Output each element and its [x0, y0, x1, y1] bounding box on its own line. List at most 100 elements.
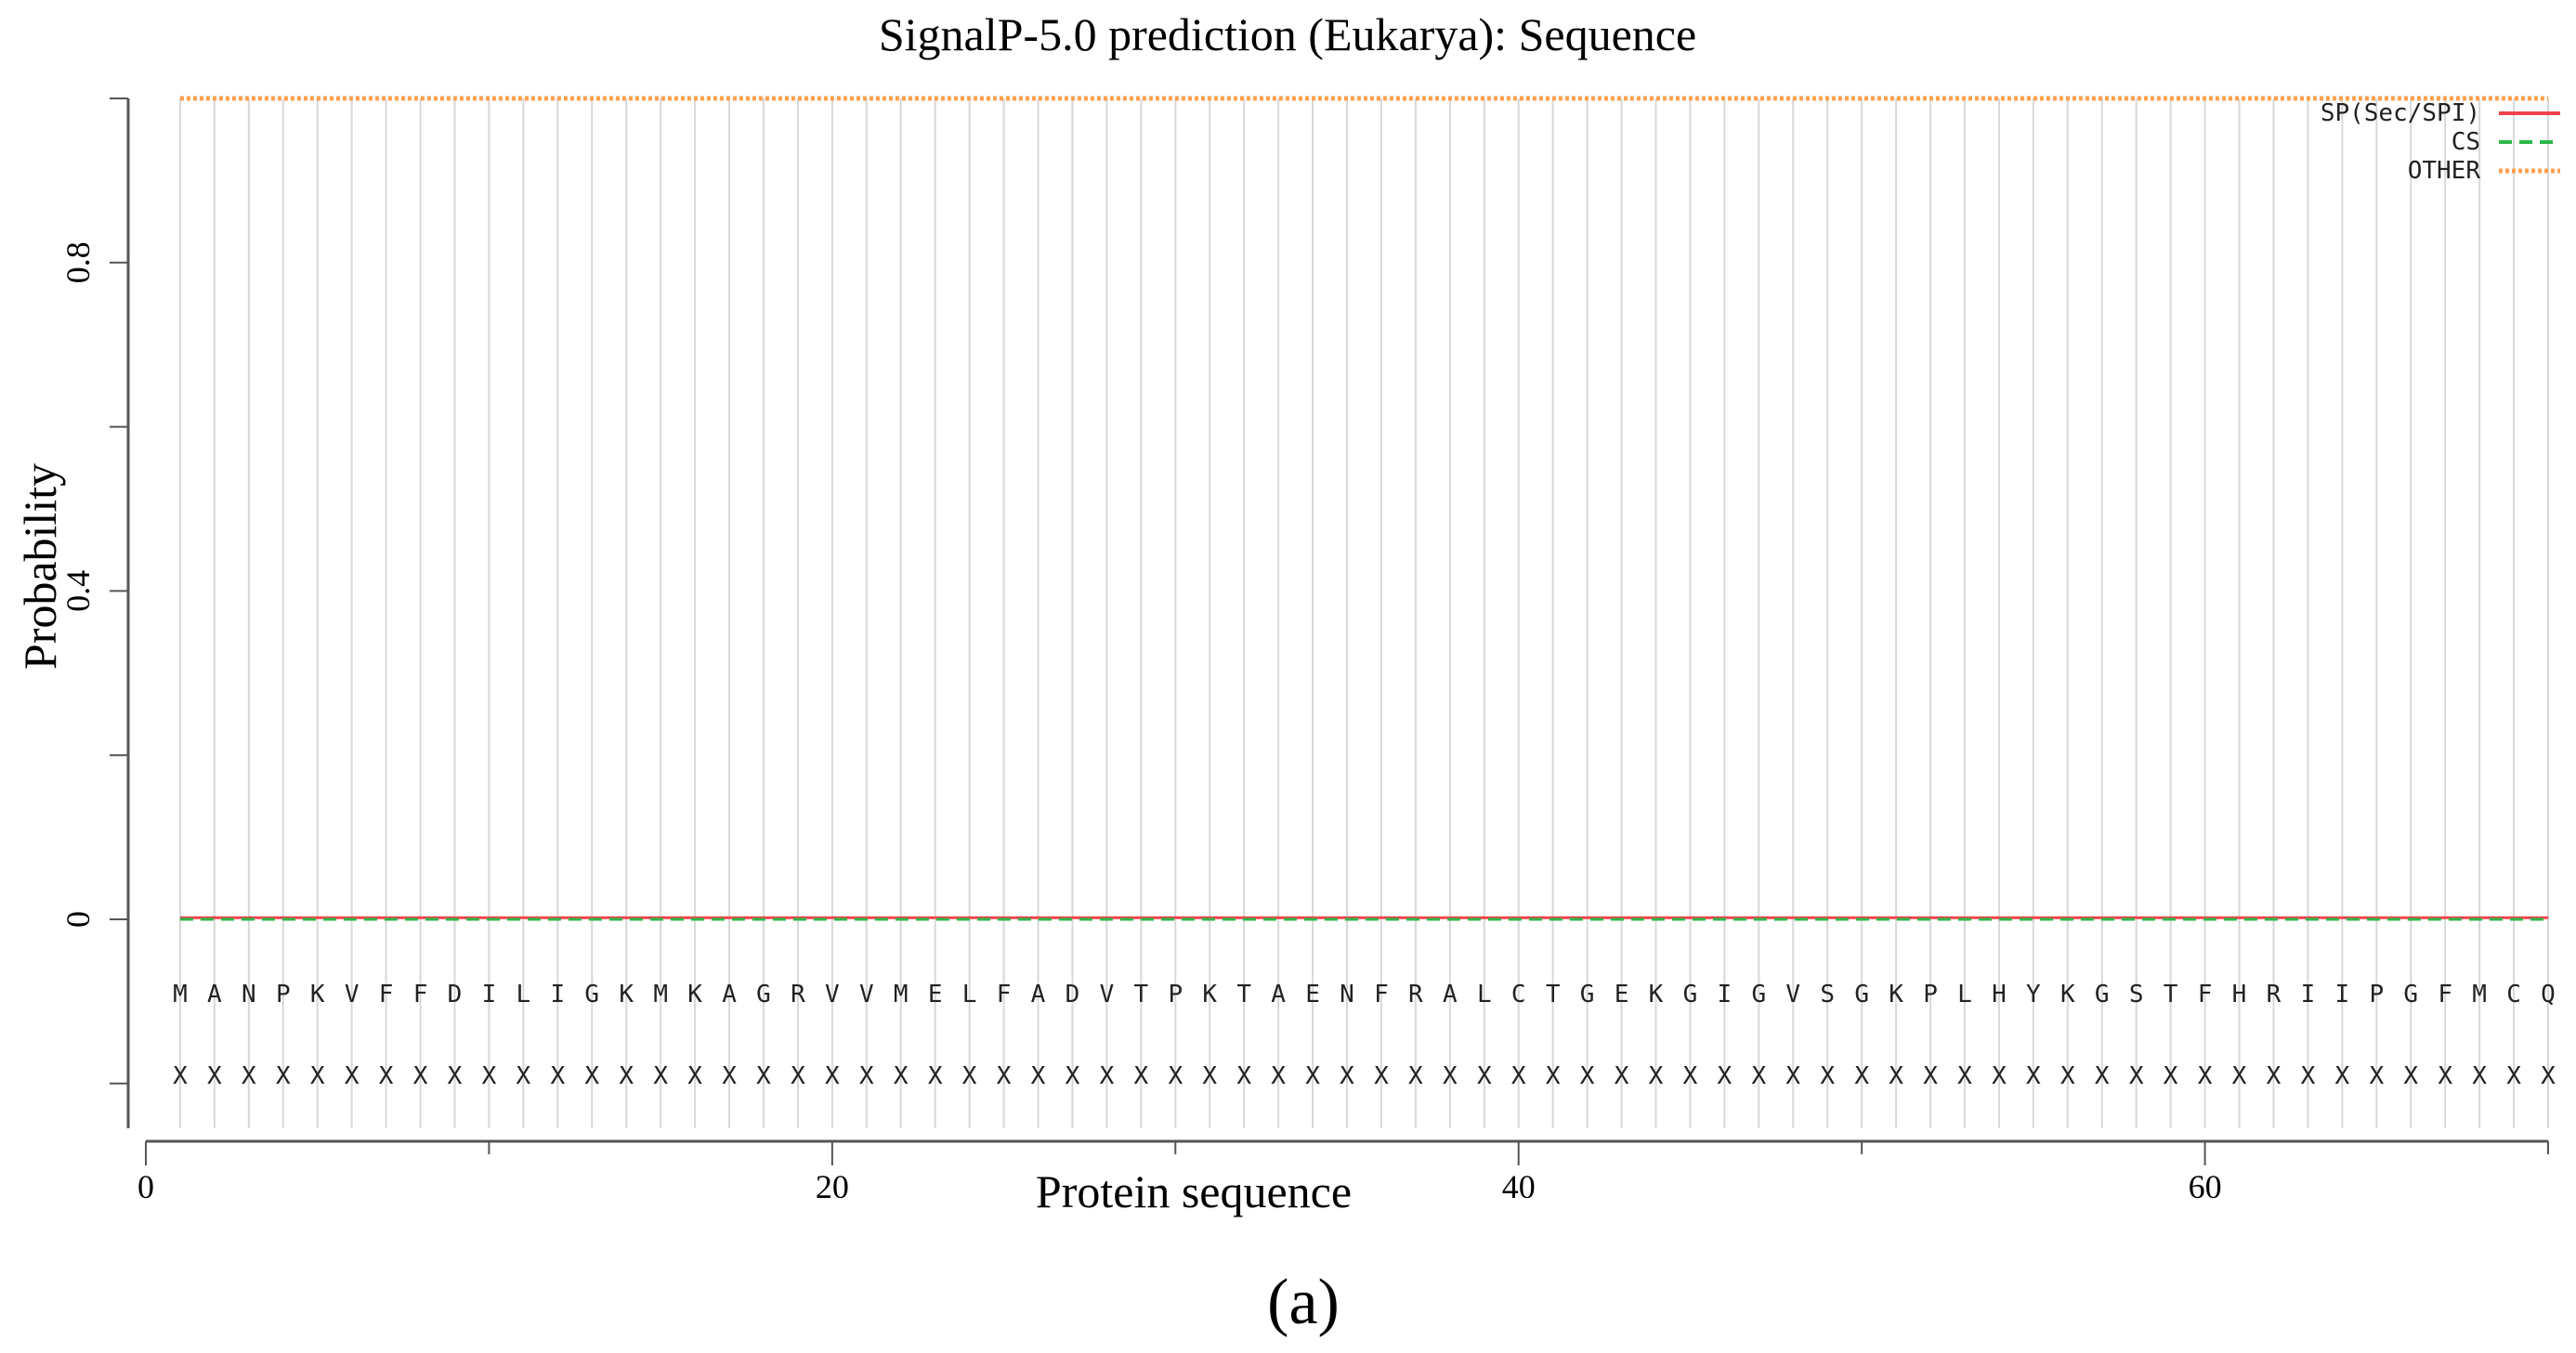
residue-letter: V	[1100, 981, 1115, 1008]
figure-caption: (a)	[1267, 1267, 1340, 1338]
annotation-mark: X	[1923, 1062, 1938, 1090]
residue-letter: L	[962, 981, 977, 1008]
annotation-mark: X	[756, 1062, 771, 1090]
annotation-mark: X	[345, 1062, 360, 1090]
residue-letter: A	[1443, 981, 1458, 1008]
x-tick-label: 40	[1502, 1168, 1536, 1205]
residue-letter: G	[2095, 981, 2110, 1008]
annotation-mark: X	[1443, 1062, 1458, 1090]
residue-gridlines	[178, 98, 2549, 1128]
residue-letter: F	[2198, 981, 2213, 1008]
residue-letter: K	[1202, 981, 1217, 1008]
residue-letter: G	[756, 981, 771, 1008]
annotation-mark: X	[1992, 1062, 2007, 1090]
annotation-mark: X	[1477, 1062, 1492, 1090]
x-tick-label: 60	[2189, 1168, 2222, 1205]
residue-letter: G	[1854, 981, 1869, 1008]
annotation-mark: X	[1511, 1062, 1526, 1090]
annotation-mark: X	[1718, 1062, 1733, 1090]
residue-letter: K	[310, 981, 325, 1008]
residue-letter: P	[2369, 981, 2384, 1008]
residue-letter: I	[1718, 981, 1733, 1008]
legend-label: SP(Sec/SPI)	[2321, 99, 2480, 127]
x-tick-label: 20	[816, 1168, 849, 1205]
residue-letter: C	[1511, 981, 1526, 1008]
annotation-mark: X	[2301, 1062, 2316, 1090]
residue-letter: Y	[2026, 981, 2041, 1008]
annotation-mark: X	[448, 1062, 463, 1090]
y-tick-label: 0.4	[59, 570, 97, 612]
annotation-mark: X	[791, 1062, 805, 1090]
residue-letter: N	[242, 981, 256, 1008]
annotation-mark: X	[962, 1062, 977, 1090]
annotation-mark: X	[173, 1062, 188, 1090]
y-axis-label: Probability	[14, 463, 66, 670]
annotation-mark: X	[584, 1062, 599, 1090]
annotation-mark: X	[1580, 1062, 1595, 1090]
annotation-mark: X	[928, 1062, 943, 1090]
annotation-mark: X	[379, 1062, 394, 1090]
annotation-mark: X	[1785, 1062, 1800, 1090]
residue-letter: E	[928, 981, 943, 1008]
residue-letter: I	[2301, 981, 2316, 1008]
residue-letter: L	[1477, 981, 1492, 1008]
annotation-mark: X	[859, 1062, 874, 1090]
annotation-mark: X	[2369, 1062, 2384, 1090]
residue-letter: P	[1923, 981, 1938, 1008]
annotation-mark: X	[2095, 1062, 2110, 1090]
annotation-mark: X	[1649, 1062, 1664, 1090]
annotation-mark: X	[1957, 1062, 1972, 1090]
annotation-mark: X	[1236, 1062, 1251, 1090]
residue-letter: S	[1820, 981, 1835, 1008]
annotation-mark: X	[1271, 1062, 1286, 1090]
residue-letter: A	[1031, 981, 1046, 1008]
residue-letter: K	[619, 981, 634, 1008]
chart-title: SignalP-5.0 prediction (Eukarya): Sequen…	[879, 8, 1696, 60]
residue-letter: K	[1649, 981, 1664, 1008]
annotation-mark: X	[1202, 1062, 1217, 1090]
residue-letter: G	[2403, 981, 2418, 1008]
residue-letter: K	[1889, 981, 1903, 1008]
residue-letter: N	[1340, 981, 1354, 1008]
annotation-mark: X	[550, 1062, 565, 1090]
residue-letter: F	[379, 981, 394, 1008]
annotation-mark: X	[1374, 1062, 1389, 1090]
residue-letter: C	[2506, 981, 2521, 1008]
residue-letter: R	[1408, 981, 1423, 1008]
residue-letter: A	[1271, 981, 1286, 1008]
annotation-mark: X	[2472, 1062, 2487, 1090]
annotation-mark: X	[310, 1062, 325, 1090]
residue-letter: I	[2335, 981, 2350, 1008]
annotation-mark: X	[242, 1062, 256, 1090]
x-tick-label: 0	[137, 1168, 154, 1205]
residue-letter: T	[1134, 981, 1149, 1008]
annotation-mark: X	[894, 1062, 909, 1090]
annotation-mark: X	[1615, 1062, 1629, 1090]
residue-letter: S	[2129, 981, 2144, 1008]
residue-letter: G	[584, 981, 599, 1008]
annotation-mark: X	[413, 1062, 428, 1090]
residue-letter: V	[345, 981, 360, 1008]
annotation-mark: X	[1305, 1062, 1320, 1090]
residue-letter: D	[1066, 981, 1080, 1008]
residue-letter: E	[1305, 981, 1320, 1008]
residue-letter: A	[207, 981, 222, 1008]
residue-letter: I	[550, 981, 565, 1008]
y-ticks: 0 0.4 0.8	[59, 98, 128, 1085]
residue-letter: F	[997, 981, 1012, 1008]
annotation-mark: X	[1340, 1062, 1354, 1090]
residue-letter: K	[687, 981, 702, 1008]
residue-letter: H	[2232, 981, 2247, 1008]
annotation-mark: X	[1546, 1062, 1561, 1090]
annotation-mark: X	[2232, 1062, 2247, 1090]
annotation-mark: X	[2506, 1062, 2521, 1090]
annotation-mark: X	[276, 1062, 291, 1090]
residue-letter: G	[1580, 981, 1595, 1008]
annotation-mark: X	[2060, 1062, 2075, 1090]
annotation-mark: X	[1683, 1062, 1698, 1090]
residue-letter: L	[1957, 981, 1972, 1008]
annotation-mark: X	[2541, 1062, 2556, 1090]
y-tick-label: 0.8	[59, 241, 97, 283]
residue-letter: T	[1236, 981, 1251, 1008]
annotation-mark: X	[653, 1062, 668, 1090]
